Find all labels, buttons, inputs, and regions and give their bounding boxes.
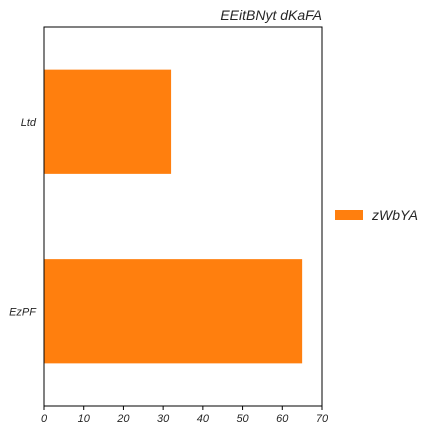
x-tick-label: 50: [236, 413, 249, 425]
bar-ezpf: [44, 259, 303, 364]
x-tick-label: 70: [316, 413, 329, 425]
chart-title: EEitBNyt dKaFA: [220, 7, 322, 23]
plot-frame: [43, 26, 323, 407]
y-tick-label: EzPF: [9, 306, 37, 318]
x-tick-label: 60: [276, 413, 289, 425]
bar-ltd: [44, 69, 172, 174]
x-tick-label: 40: [197, 413, 210, 425]
x-tick-label: 10: [78, 413, 91, 425]
x-axis: 0 10 20 30 40 50 60 70: [41, 406, 329, 425]
legend: zWbYA: [335, 207, 418, 223]
x-tick-label: 30: [157, 413, 170, 425]
x-tick-label: 20: [116, 413, 130, 425]
bars-group: [44, 69, 303, 364]
legend-label: zWbYA: [371, 207, 418, 223]
y-tick-label: Ltd: [21, 117, 37, 129]
legend-swatch: [335, 210, 363, 220]
x-tick-label: 0: [41, 413, 48, 425]
y-axis: Ltd EzPF: [9, 117, 37, 319]
